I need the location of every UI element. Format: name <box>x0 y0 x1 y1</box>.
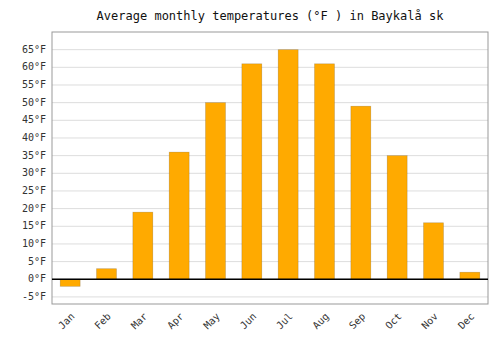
bar <box>133 212 153 279</box>
x-tick-label: Apr <box>165 311 186 332</box>
grid-line <box>52 155 488 156</box>
y-tick-label: 65°F <box>22 44 46 55</box>
x-tick-label: Aug <box>310 311 331 332</box>
y-tick-label: 50°F <box>22 97 46 108</box>
grid-line <box>52 120 488 121</box>
bar <box>206 103 226 280</box>
bars <box>52 50 488 287</box>
bar <box>278 50 298 280</box>
grid-line <box>52 261 488 262</box>
bar <box>97 269 117 280</box>
grid-line <box>52 279 488 280</box>
chart: -5°F 0°F 5°F 10°F 15°F 20°F 25°F 30°F 35°F 40°F 45… <box>0 0 500 350</box>
grid-line <box>52 102 488 103</box>
y-tick-label: 35°F <box>22 150 46 161</box>
bar <box>60 279 80 286</box>
grid-line <box>52 49 488 50</box>
grid-line <box>52 208 488 209</box>
y-tick-label: 20°F <box>22 203 46 214</box>
bar <box>460 272 480 279</box>
bar <box>351 106 371 279</box>
x-tick-label: Jan <box>56 311 77 332</box>
y-tick-label: -5°F <box>22 291 46 302</box>
bar <box>424 223 444 280</box>
x-tick-label: May <box>201 311 222 332</box>
x-tick-label: Dec <box>456 311 477 332</box>
x-tick-label: Jul <box>274 311 295 332</box>
x-tick-label: Mar <box>129 311 150 332</box>
y-tick-label: 10°F <box>22 238 46 249</box>
x-tick-label: Nov <box>419 311 440 332</box>
grid-line <box>52 137 488 138</box>
grid <box>52 50 488 297</box>
y-tick-label: 30°F <box>22 167 46 178</box>
y-tick-label: 15°F <box>22 220 46 231</box>
grid-line <box>52 243 488 244</box>
y-tick-label: 25°F <box>22 185 46 196</box>
y-tick-label: 0°F <box>28 273 46 284</box>
bar <box>169 152 189 279</box>
bar <box>242 64 262 279</box>
grid-line <box>52 173 488 174</box>
x-tick-label: Feb <box>92 311 113 332</box>
grid-line <box>52 84 488 85</box>
y-tick-label: 60°F <box>22 61 46 72</box>
y-tick-label: 5°F <box>28 256 46 267</box>
plot-frame <box>52 32 488 304</box>
grid-line <box>52 190 488 191</box>
x-tick-label: Oct <box>383 311 404 332</box>
grid-line <box>52 226 488 227</box>
y-tick-label: 40°F <box>22 132 46 143</box>
grid-line <box>52 296 488 297</box>
bar <box>315 64 335 279</box>
title: Average monthly temperatures (°F ) in Ba… <box>97 9 445 23</box>
zero-line <box>52 279 488 281</box>
x-tick-label: Jun <box>238 311 259 332</box>
x-tick-label: Sep <box>347 311 368 332</box>
y-tick-label: 45°F <box>22 114 46 125</box>
grid-line <box>52 67 488 68</box>
y-tick-label: 55°F <box>22 79 46 90</box>
bar <box>387 156 407 280</box>
chart-container: -5°F 0°F 5°F 10°F 15°F 20°F 25°F 30°F 35°F 40°F 45… <box>0 0 500 350</box>
